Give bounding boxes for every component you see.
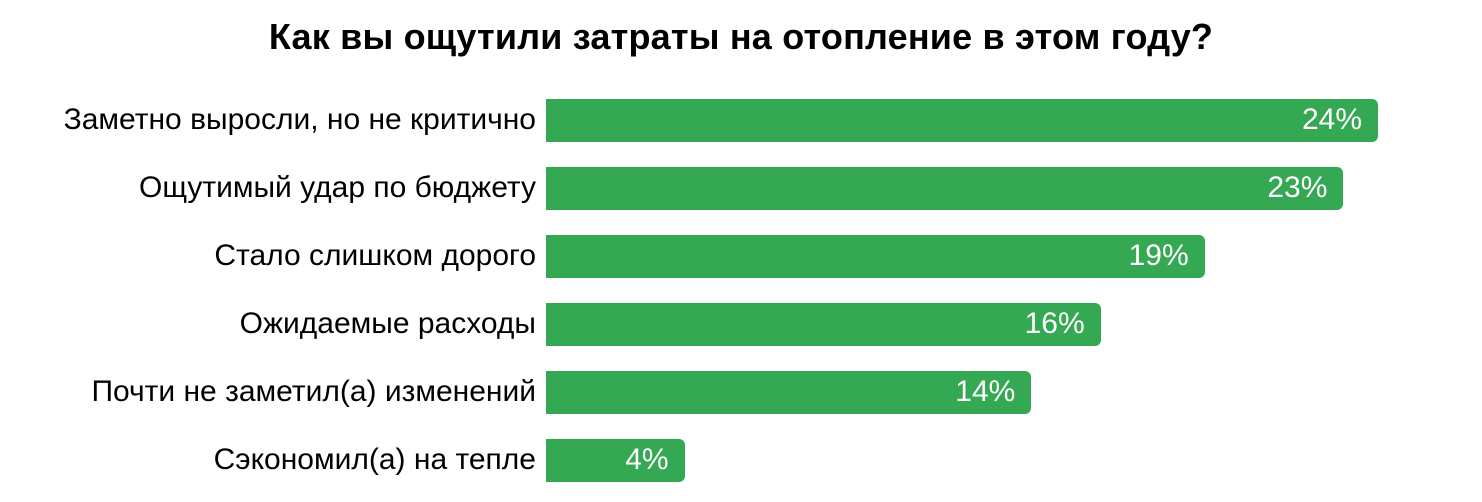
category-label: Сэкономил(а) на тепле <box>213 443 536 476</box>
chart-plot-area: Заметно выросли, но не критично 24% Ощут… <box>0 86 1482 494</box>
bar-row: Стало слишком дорого 19% <box>0 222 1482 290</box>
bar: 14% <box>546 370 1032 414</box>
category-label: Стало слишком дорого <box>214 239 536 272</box>
value-label: 24% <box>1301 103 1362 136</box>
bar: 23% <box>546 166 1344 210</box>
bar-track: 19% <box>546 234 1482 278</box>
bar-row: Сэкономил(а) на тепле 4% <box>0 426 1482 494</box>
chart-title: Как вы ощутили затраты на отопление в эт… <box>268 16 1214 57</box>
bar-row: Почти не заметил(а) изменений 14% <box>0 358 1482 426</box>
value-label: 23% <box>1267 171 1328 204</box>
bar-track: 4% <box>546 438 1482 482</box>
bar: 4% <box>546 438 685 482</box>
bar: 16% <box>546 302 1101 346</box>
category-label: Ожидаемые расходы <box>239 307 536 340</box>
category-label: Заметно выросли, но не критично <box>63 103 536 136</box>
bar-row: Ожидаемые расходы 16% <box>0 290 1482 358</box>
category-label: Ощутимый удар по бюджету <box>139 171 536 204</box>
bar-row: Ощутимый удар по бюджету 23% <box>0 154 1482 222</box>
value-label: 4% <box>625 443 669 476</box>
category-label: Почти не заметил(а) изменений <box>91 375 536 408</box>
bar: 19% <box>546 234 1205 278</box>
bar-track: 14% <box>546 370 1482 414</box>
bar-row: Заметно выросли, но не критично 24% <box>0 86 1482 154</box>
bar-track: 24% <box>546 98 1482 142</box>
bar: 24% <box>546 98 1378 142</box>
bar-track: 16% <box>546 302 1482 346</box>
value-label: 14% <box>955 375 1016 408</box>
bar-track: 23% <box>546 166 1482 210</box>
value-label: 19% <box>1128 239 1189 272</box>
value-label: 16% <box>1024 307 1085 340</box>
